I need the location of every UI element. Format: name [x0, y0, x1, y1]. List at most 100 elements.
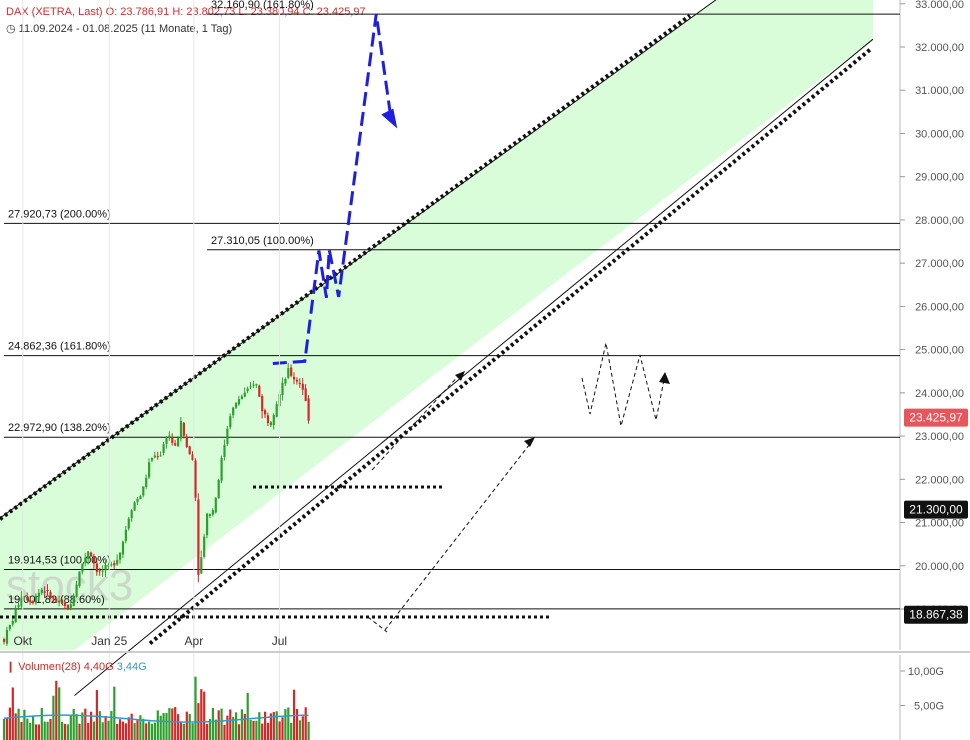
candle-body: [52, 597, 55, 599]
candle-body: [34, 595, 38, 603]
volume-bar: [214, 719, 217, 740]
clock-icon: ◷: [6, 23, 16, 35]
volume-bar: [124, 723, 127, 740]
volume-bar: [58, 687, 61, 740]
volume-bar: [136, 720, 139, 740]
candle-body: [139, 496, 142, 500]
candle-body: [153, 455, 156, 458]
candle-body: [203, 536, 206, 557]
candle-body: [136, 498, 139, 502]
candle-body: [165, 438, 168, 444]
price-tick-label: 30.000,00: [915, 128, 964, 140]
candle-body: [98, 570, 101, 572]
volume-bar: [298, 720, 301, 740]
candle-body: [40, 589, 43, 594]
candle-body: [29, 600, 32, 602]
candle-body: [200, 557, 203, 574]
volume-bar: [11, 687, 14, 740]
candle-body: [226, 428, 229, 445]
scenario-dashed-line: [384, 439, 534, 631]
month-label: Jul: [272, 634, 287, 648]
candle-body: [90, 552, 93, 557]
candle-body: [84, 557, 87, 563]
month-label: Okt: [13, 634, 32, 648]
volume-bar: [281, 717, 284, 740]
candle-body: [217, 479, 220, 499]
candle-body: [159, 455, 162, 457]
volume-bar: [119, 719, 122, 740]
volume-bar: [252, 720, 255, 740]
volume-bar: [130, 713, 133, 740]
volume-bar: [307, 721, 310, 740]
volume-tick-label: 5,00G: [914, 701, 944, 713]
candle-body: [258, 385, 261, 397]
price-tag-label: 18.867,38: [909, 608, 963, 622]
volume-bar: [182, 723, 185, 740]
volume-bar: [188, 713, 191, 740]
volume-bar: [84, 708, 87, 740]
candle-body: [269, 422, 272, 426]
candle-body: [43, 591, 46, 593]
candle-body: [5, 629, 9, 644]
volume-bar: [284, 709, 287, 740]
candle-body: [211, 510, 214, 515]
volume-bar: [171, 708, 174, 740]
candle-body: [290, 367, 293, 376]
candle-body: [301, 383, 304, 390]
volume-bar: [104, 715, 107, 740]
volume-bar: [304, 707, 307, 740]
candle-body: [304, 388, 307, 401]
fib-level-label: 27.920,73 (200.00%): [8, 208, 111, 220]
volume-bar: [101, 722, 104, 740]
volume-bar: [8, 707, 11, 740]
candle-body: [113, 563, 116, 566]
candle-body: [214, 497, 217, 513]
candle-body: [133, 502, 136, 511]
candle-body: [208, 514, 212, 517]
volume-bar: [43, 721, 46, 740]
candle-body: [87, 551, 90, 559]
volume-bar: [272, 712, 275, 740]
volume-bar: [110, 711, 113, 740]
fib-level-label: 24.862,36 (161.80%): [8, 341, 111, 353]
volume-bar: [37, 724, 40, 740]
volume-icon: ❙: [6, 661, 18, 673]
volume-bar: [206, 723, 209, 740]
volume-bar: [290, 722, 293, 740]
volume-bar: [116, 723, 119, 740]
volume-bar: [194, 676, 197, 740]
open-value: O: 23.786,91: [105, 6, 170, 18]
candle-body: [298, 383, 301, 385]
candle-body: [127, 518, 130, 529]
volume-bar: [223, 724, 226, 740]
candle-body: [150, 458, 154, 461]
zigzag-dashed-path: [581, 342, 666, 427]
fib-level-label: 27.310,05 (100.00%): [211, 235, 314, 247]
interval-label: (11 Monate, 1 Tag): [140, 23, 233, 35]
volume-average-line: [3, 714, 309, 723]
price-axis: 33.000,00 32.000,00 31.000,00 30.000,00 29.0…: [899, 0, 964, 650]
volume-tick-label: 10,00G: [908, 666, 944, 678]
candle-body: [107, 565, 110, 567]
candle-body: [168, 435, 171, 439]
volume-bar: [5, 717, 9, 740]
candle-body: [235, 402, 238, 408]
candle-body: [63, 602, 67, 606]
volume-bar: [269, 713, 272, 740]
volume-bar: [46, 721, 49, 740]
candle-body: [121, 541, 125, 555]
volume-bar: [75, 714, 78, 740]
candle-body: [197, 499, 200, 575]
candle-body: [237, 399, 241, 405]
volume-bar: [185, 711, 188, 740]
volume-bar: [23, 709, 26, 740]
volume-bar: [153, 722, 156, 740]
volume-bar: [159, 715, 162, 740]
scenario-dashed-line: [371, 371, 463, 471]
volume-bar: [14, 713, 17, 740]
candle-body: [293, 376, 296, 380]
candle-body: [220, 457, 223, 481]
candle-body: [162, 444, 165, 454]
price-tag: [904, 408, 968, 427]
